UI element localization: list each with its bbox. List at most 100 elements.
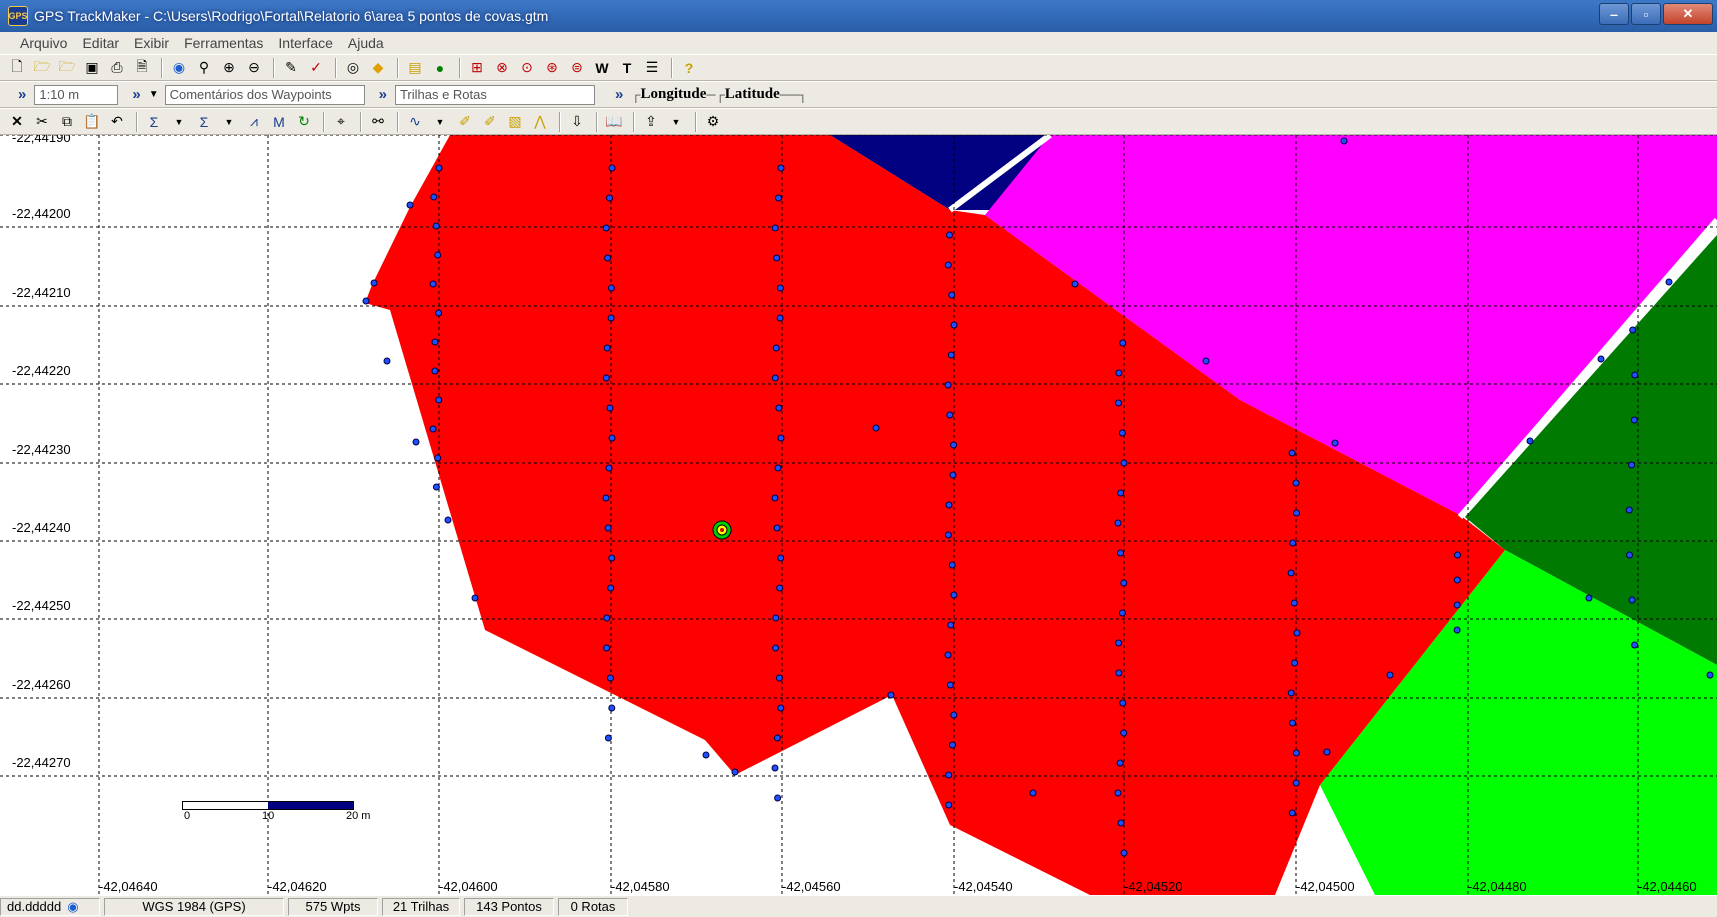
map-canvas[interactable]: -22,44190 -22,44200 -22,44210 -22,44220 … [0,135,1717,895]
dropdown-arrow-icon[interactable]: ▼ [435,116,445,127]
zoom-icon[interactable]: ⚲ [198,59,210,75]
waypoint-marker[interactable] [945,771,953,779]
waypoint-marker[interactable] [1292,479,1300,487]
waypoint-marker[interactable] [1453,576,1461,584]
waypoint-marker[interactable] [434,454,442,462]
tracks-routes-combo[interactable]: Trilhas e Rotas [394,84,595,105]
navy-area[interactable] [830,135,1050,210]
waypoint-marker[interactable] [1292,779,1300,787]
menu-interface[interactable]: Interface [278,35,333,51]
waypoint-marker[interactable] [383,357,391,365]
waypoint-marker[interactable] [731,768,739,776]
waypoint-marker[interactable] [1117,819,1125,827]
waypoint-marker[interactable] [1120,459,1128,467]
dropdown-arrow-icon[interactable]: ▼ [671,116,681,127]
waypoint-marker[interactable] [1626,551,1633,559]
fill-area-icon[interactable]: ▧ [508,113,522,129]
gps-tool-3-icon[interactable]: ⊙ [521,59,533,75]
waypoint-w-icon[interactable]: W [595,59,609,76]
waypoint-marker[interactable] [606,674,614,682]
waypoint-marker[interactable] [1631,641,1639,649]
waypoint-marker[interactable] [948,291,956,299]
waypoint-marker[interactable] [435,396,443,404]
waypoint-marker[interactable] [608,704,616,712]
minimize-button[interactable]: ‒ [1599,3,1629,25]
waypoint-marker[interactable] [948,561,956,569]
waypoint-marker[interactable] [1120,849,1128,857]
open-folder-icon[interactable]: 🗁 [33,57,51,74]
waypoint-marker[interactable] [1291,659,1299,667]
waypoint-marker[interactable] [775,404,783,412]
zoom-in-icon[interactable]: ⊕ [223,59,235,75]
book-icon[interactable]: 📖 [605,113,623,129]
waypoint-marker[interactable] [1340,137,1348,145]
waypoint-marker[interactable] [772,344,780,352]
magenta-area[interactable] [985,135,1717,515]
waypoint-marker[interactable] [702,751,710,759]
waypoint-marker[interactable] [776,584,784,592]
waypoint-marker[interactable] [607,584,615,592]
text-t-icon[interactable]: T [622,59,632,76]
waypoint-marker[interactable] [1288,449,1296,457]
waypoint-marker[interactable] [1114,789,1122,797]
waypoint-marker[interactable] [1116,759,1124,767]
waypoint-marker[interactable] [771,374,779,382]
waypoint-marker[interactable] [1597,355,1605,363]
waypoint-marker[interactable] [1115,399,1122,407]
eye-icon[interactable]: ◎ [346,59,360,75]
waypoint-marker[interactable] [1029,789,1037,797]
close-button[interactable]: ✕ [1663,3,1713,25]
waypoint-marker[interactable] [1120,579,1128,587]
track-edit-2-icon[interactable]: ✐ [484,113,496,129]
waypoint-marker[interactable] [429,280,437,288]
waypoint-marker[interactable] [1454,551,1461,559]
coord-format-cell[interactable]: dd.ddddd ◉ [0,897,100,916]
waypoint-marker[interactable] [1665,278,1673,286]
waypoint-marker[interactable] [406,201,414,209]
waypoint-marker[interactable] [606,194,613,202]
menu-exibir[interactable]: Exibir [134,35,170,51]
waypoint-marker[interactable] [1630,416,1638,424]
red-area[interactable] [365,135,1505,895]
delete-icon[interactable]: ✕ [11,113,23,129]
waypoint-marker[interactable] [946,231,953,239]
waypoint-marker[interactable] [1323,748,1331,756]
sum-waypoints-icon[interactable]: Σ [149,113,159,130]
waypoint-marker[interactable] [1120,729,1128,737]
waypoint-marker[interactable] [1118,609,1126,617]
waypoint-marker[interactable] [1289,539,1297,547]
maximize-button[interactable]: ▫ [1631,3,1661,25]
altitude-icon[interactable]: ⩘ [250,113,258,129]
waypoint-marker[interactable] [945,801,953,809]
waypoint-marker[interactable] [887,691,895,699]
waypoint-marker[interactable] [944,651,952,659]
waypoint-marker[interactable] [444,516,452,524]
waypoint-marker[interactable] [471,594,479,602]
dropdown-arrow-icon[interactable]: ▼ [148,89,159,100]
waypoint-marker[interactable] [772,644,780,652]
waypoint-marker[interactable] [430,193,438,201]
bright-green-area[interactable] [1320,550,1717,895]
waypoint-marker[interactable] [1115,369,1123,377]
new-file-icon[interactable]: 🗋 [11,57,23,74]
dark-green-area[interactable] [1465,235,1717,665]
waypoint-marker[interactable] [604,734,612,742]
waypoint-marker[interactable] [607,284,615,292]
waypoint-marker[interactable] [777,704,785,712]
pencil-icon[interactable]: ✎ [285,59,297,75]
waypoint-marker[interactable] [1293,509,1300,517]
waypoint-marker[interactable] [1331,439,1339,447]
waypoint-marker[interactable] [947,351,955,359]
gps-tool-4-icon[interactable]: ⊛ [546,59,558,75]
track-edit-1-icon[interactable]: ✐ [459,113,471,129]
dropdown-arrow-icon[interactable]: ▼ [224,116,234,127]
waypoint-marker[interactable] [1629,326,1637,334]
waypoint-marker[interactable] [603,614,611,622]
waypoint-marker[interactable] [1289,719,1296,727]
menu-ajuda[interactable]: Ajuda [347,35,384,51]
waypoints-comments-combo[interactable]: Comentários dos Waypoints [164,84,365,105]
waypoint-marker[interactable] [950,441,958,449]
waypoint-marker[interactable] [944,381,952,389]
waypoint-marker[interactable] [776,284,784,292]
waypoint-marker[interactable] [608,434,616,442]
